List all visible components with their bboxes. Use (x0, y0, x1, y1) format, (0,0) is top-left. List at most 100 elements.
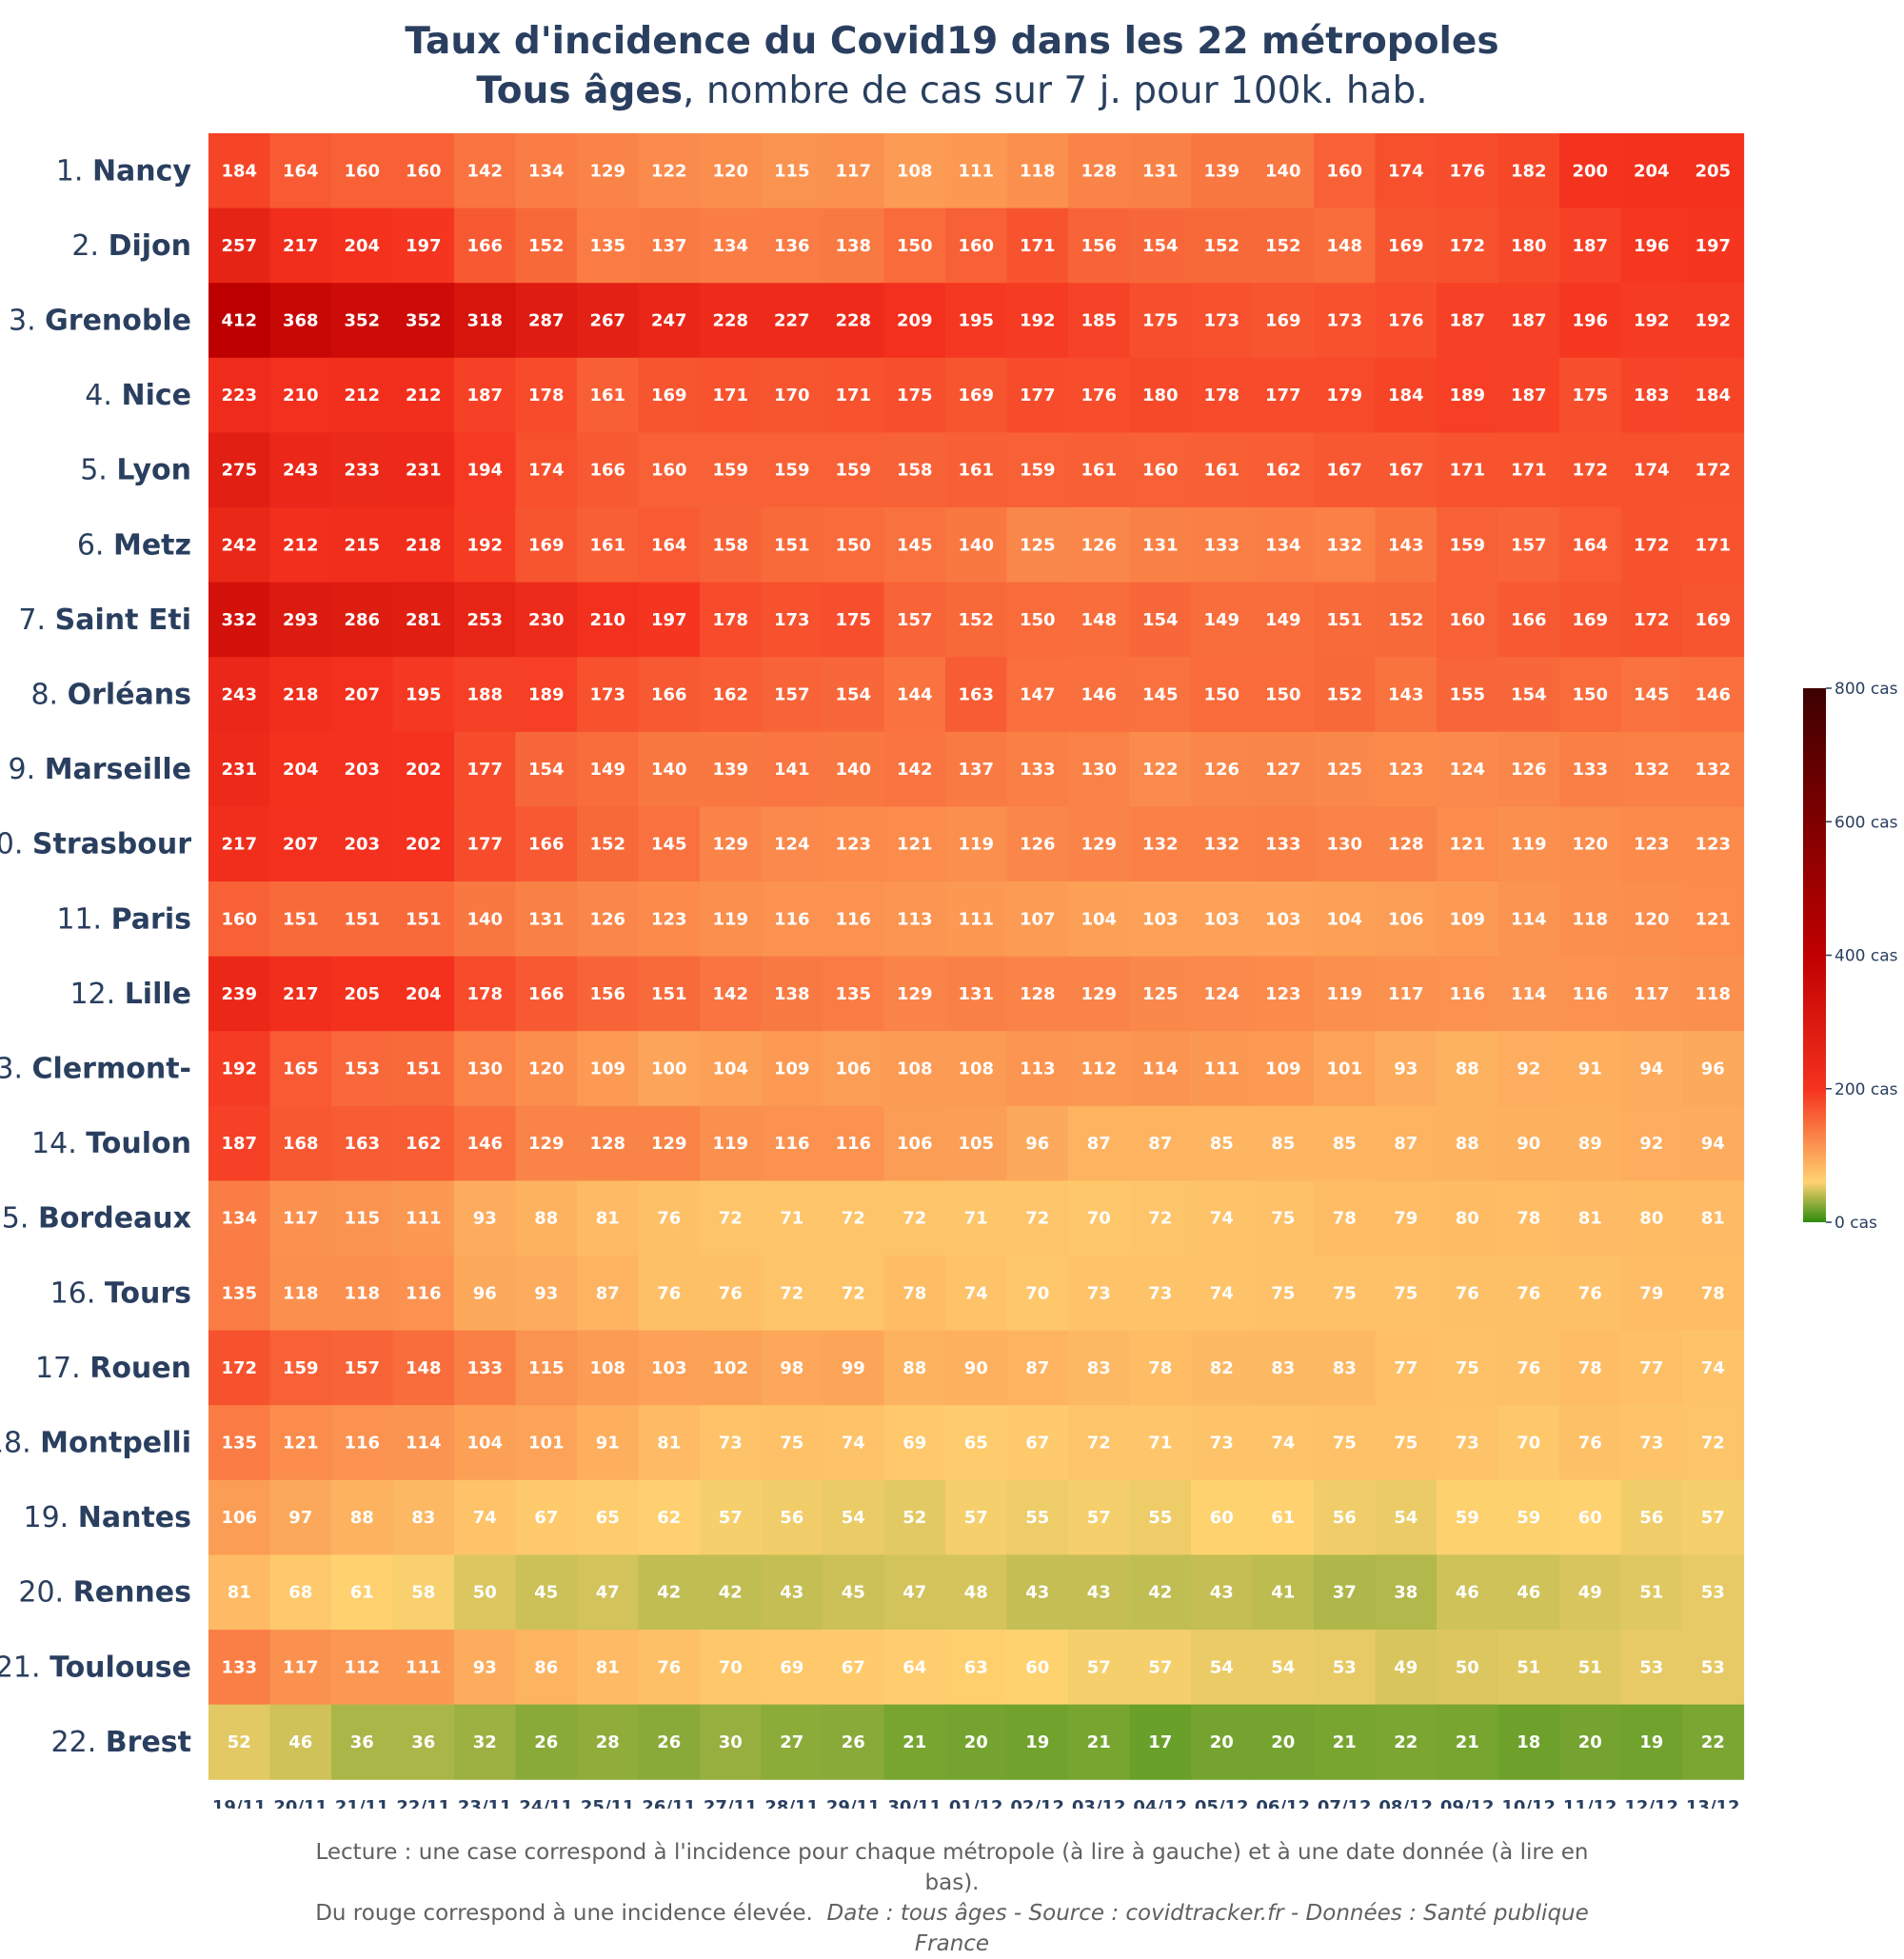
cell-value-label: 152 (589, 835, 625, 855)
heatmap-cell (515, 1105, 578, 1181)
heatmap-cell (1375, 1554, 1438, 1631)
cell-value-label: 157 (344, 1358, 380, 1378)
heatmap-cell (1314, 1105, 1377, 1181)
row-label-number: 19. (23, 1501, 77, 1534)
heatmap-cell (515, 357, 578, 433)
heatmap-cell (883, 1031, 946, 1107)
cell-value-label: 166 (466, 236, 503, 256)
heatmap-cell (1314, 1554, 1377, 1631)
row-label-name: Montpelli (40, 1427, 191, 1460)
cell-value-label: 74 (473, 1508, 497, 1528)
row-label: 9. Marseille (9, 753, 191, 786)
cell-value-label: 180 (1142, 386, 1179, 406)
cell-value-label: 127 (1265, 760, 1301, 780)
heatmap-cell (945, 956, 1008, 1032)
heatmap-cell (515, 657, 578, 733)
cell-value-label: 132 (1634, 760, 1670, 780)
cell-value-label: 130 (1326, 835, 1362, 855)
heatmap-cell (454, 1479, 517, 1555)
cell-value-label: 62 (657, 1508, 681, 1528)
cell-value-label: 20 (1210, 1732, 1234, 1752)
heatmap-cell (1068, 507, 1131, 584)
heatmap-cell (823, 1479, 885, 1555)
heatmap-cell (1682, 357, 1745, 433)
cell-value-label: 161 (958, 461, 994, 481)
cell-value-label: 183 (1634, 386, 1670, 406)
cell-value-label: 287 (528, 311, 565, 331)
heatmap-cell (1191, 657, 1254, 733)
heatmap-cell (1682, 1031, 1745, 1107)
cell-value-label: 125 (1020, 535, 1056, 555)
cell-value-label: 122 (651, 161, 687, 181)
cell-value-label: 71 (1148, 1434, 1172, 1454)
cell-value-label: 42 (719, 1583, 743, 1603)
cell-value-label: 19 (1639, 1732, 1663, 1752)
heatmap-cell (392, 1554, 455, 1631)
heatmap-cell (392, 283, 455, 359)
cell-value-label: 352 (344, 311, 380, 331)
heatmap-cell (1191, 507, 1254, 584)
cell-value-label: 231 (406, 461, 442, 481)
heatmap-cell (1068, 1704, 1131, 1780)
cell-value-label: 166 (589, 461, 625, 481)
cell-value-label: 243 (283, 461, 319, 481)
cell-value-label: 231 (221, 760, 257, 780)
cell-value-label: 128 (1020, 984, 1056, 1004)
cell-value-label: 88 (1456, 1134, 1479, 1154)
cell-value-label: 142 (712, 984, 748, 1004)
heatmap-cell (883, 1405, 946, 1481)
cell-value-label: 81 (657, 1434, 681, 1454)
cell-value-label: 162 (712, 685, 748, 705)
heatmap-cell (1006, 806, 1069, 882)
cell-value-label: 318 (466, 311, 503, 331)
heatmap-cell (1129, 1105, 1192, 1181)
heatmap-cell (208, 657, 271, 733)
cell-value-label: 133 (221, 1657, 257, 1677)
cell-value-label: 152 (1203, 236, 1240, 256)
cell-value-label: 132 (1142, 835, 1179, 855)
row-label-name: Rennes (73, 1576, 191, 1610)
heatmap-cell (1314, 1405, 1377, 1481)
heatmap-cell (1068, 1479, 1131, 1555)
heatmap-cell (454, 1630, 517, 1706)
heatmap-cell (1497, 731, 1560, 807)
heatmap-cell (1129, 1180, 1192, 1257)
cell-value-label: 73 (719, 1434, 743, 1454)
heatmap-cell (392, 1180, 455, 1257)
cell-value-label: 152 (1265, 236, 1301, 256)
cell-value-label: 178 (712, 610, 748, 630)
heatmap-cell (1191, 881, 1254, 958)
heatmap-cell (945, 1330, 1008, 1406)
heatmap-cell (1006, 1405, 1069, 1481)
cell-value-label: 160 (221, 909, 257, 929)
row-label: 6. Metz (77, 528, 191, 562)
cell-value-label: 160 (1449, 610, 1485, 630)
cell-value-label: 163 (344, 1134, 380, 1154)
cell-value-label: 93 (473, 1209, 497, 1229)
heatmap-cell (1437, 1630, 1499, 1706)
cell-value-label: 128 (1081, 161, 1117, 181)
cell-value-label: 86 (534, 1657, 558, 1677)
heatmap-cell (208, 1704, 271, 1780)
heatmap-cell (1252, 283, 1315, 359)
heatmap-cell (1314, 507, 1377, 584)
heatmap-cell (1129, 881, 1192, 958)
cell-value-label: 64 (902, 1657, 926, 1677)
heatmap-cell (269, 1704, 332, 1780)
heatmap-cell (761, 1704, 823, 1780)
cell-value-label: 46 (288, 1732, 312, 1752)
cell-value-label: 196 (1572, 311, 1608, 331)
cell-value-label: 114 (1511, 909, 1547, 929)
heatmap-cell (208, 956, 271, 1032)
heatmap-cell (1437, 1479, 1499, 1555)
cell-value-label: 115 (344, 1209, 380, 1229)
row-label: 11. Paris (56, 902, 191, 936)
cell-value-label: 162 (406, 1134, 442, 1154)
heatmap-cell (1191, 1554, 1254, 1631)
heatmap-cell (208, 806, 271, 882)
heatmap-cell (1497, 1180, 1560, 1257)
row-label: 1. Nancy (56, 154, 192, 188)
heatmap-cell (1497, 208, 1560, 284)
cell-value-label: 47 (902, 1583, 926, 1603)
heatmap-cell (208, 731, 271, 807)
